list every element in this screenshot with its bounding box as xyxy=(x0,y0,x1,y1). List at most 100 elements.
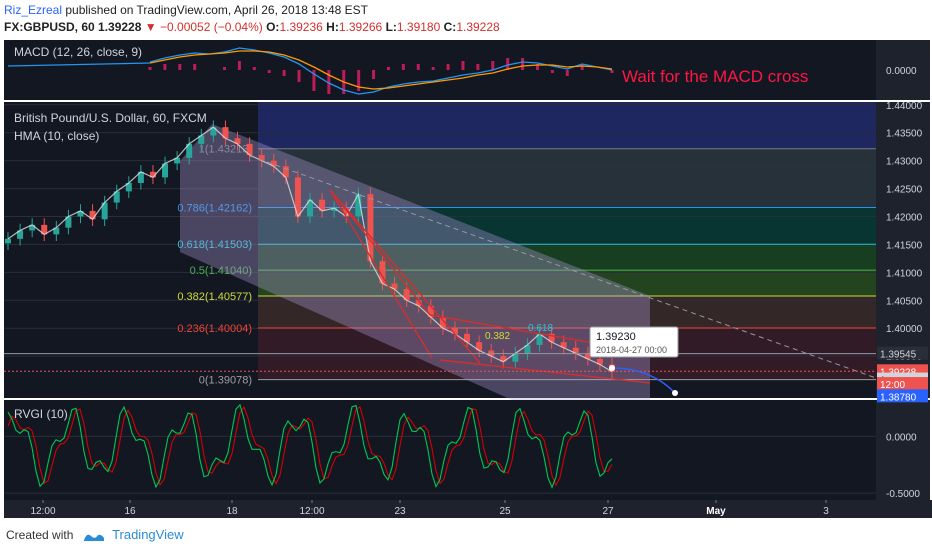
candle-body xyxy=(113,191,120,203)
candle-body xyxy=(186,143,193,158)
trend-line xyxy=(429,314,601,345)
trend-line xyxy=(329,189,433,359)
candle-body xyxy=(536,333,543,345)
fib-zone-3 xyxy=(258,244,876,271)
low-value: 1.39180 xyxy=(396,20,441,34)
rvgi-line xyxy=(7,403,613,489)
price-tick-label: 1.43500 xyxy=(886,129,923,140)
price-tick-label: 1.41500 xyxy=(886,240,923,251)
trend-line xyxy=(329,189,481,364)
candle-body xyxy=(246,143,253,156)
candle-body xyxy=(149,171,156,178)
candle-body xyxy=(65,216,72,228)
candle-body xyxy=(500,356,507,362)
price-tick-label: 1.40000 xyxy=(886,324,923,335)
callout-price: 1.39230 xyxy=(596,331,636,343)
footer: Created with TradingView xyxy=(6,527,184,542)
candle-body xyxy=(524,344,531,354)
rvgi-axis-bg xyxy=(876,400,930,500)
macd-annotation: Wait for the MACD cross xyxy=(622,67,808,86)
open-label: O: xyxy=(266,20,280,34)
candle-body xyxy=(53,227,60,235)
author-link[interactable]: Riz_Ezreal xyxy=(4,3,63,17)
candle-body xyxy=(137,171,144,183)
candle-body xyxy=(17,230,24,239)
time-tick-label: 23 xyxy=(394,506,406,517)
tradingview-logo-icon xyxy=(83,534,104,541)
fib-label: 0.236(1.40004) xyxy=(177,323,252,335)
candle-body xyxy=(415,300,422,306)
candle-body xyxy=(77,210,84,217)
fib-zone-4 xyxy=(258,270,876,296)
candle-body xyxy=(319,199,326,211)
candle-body xyxy=(596,358,603,365)
fib-zone-0 xyxy=(258,102,876,149)
open-value: 1.39236 xyxy=(279,20,323,34)
candle-body xyxy=(41,224,48,235)
chart-canvas[interactable]: 1(1.43213) 0.786(1.42162) 0.618(1.41503) 0.… xyxy=(0,38,932,520)
time-tick-label: 12:00 xyxy=(299,506,324,517)
axis-price-tag xyxy=(877,389,928,403)
time-tick-label: 25 xyxy=(499,506,511,517)
candle-body xyxy=(403,289,410,301)
candle-body xyxy=(234,138,241,144)
axis-price-text: 1.38780 xyxy=(880,392,917,403)
candle-body xyxy=(89,210,96,220)
candle-body xyxy=(572,347,579,354)
rvgi-tick-label: 0.0000 xyxy=(886,432,917,443)
macd-series-line xyxy=(149,47,613,95)
time-tick-label: May xyxy=(706,506,726,517)
time-axis-bg xyxy=(4,500,932,518)
candle-body xyxy=(548,333,555,343)
candle-body xyxy=(5,238,11,244)
time-tick-label: 18 xyxy=(226,506,238,517)
macd-panel-title: MACD (12, 26, close, 9) xyxy=(14,45,142,59)
axis-price-text: 1.39545 xyxy=(880,350,917,361)
candle-body xyxy=(355,194,362,217)
time-tick-label: 3 xyxy=(823,506,829,517)
candle-body xyxy=(560,342,567,348)
price-callout: 1.39230 2018-04-27 00:00 xyxy=(589,326,679,358)
close-value: 1.39228 xyxy=(456,20,500,34)
price-tick-label: 1.42500 xyxy=(886,185,923,196)
macd-series-line xyxy=(149,50,613,90)
candle-body xyxy=(162,163,169,178)
callout-time: 2018-04-27 00:00 xyxy=(596,345,667,355)
fib-label: 0(1.39078) xyxy=(199,375,252,387)
candle-body xyxy=(222,127,229,139)
candle-body xyxy=(464,333,471,343)
candle-body xyxy=(198,135,205,144)
candle-body xyxy=(174,157,181,164)
close-label: C: xyxy=(443,20,457,34)
price-tick-label: 1.41000 xyxy=(886,268,923,279)
axis-price-tag xyxy=(877,377,928,391)
hma-indicator-title: HMA (10, close) xyxy=(14,129,99,143)
candle-body xyxy=(439,317,446,329)
candle-body xyxy=(476,342,483,351)
high-value: 1.39266 xyxy=(338,20,383,34)
price-tick-label: 1.42000 xyxy=(886,212,923,223)
change-value: −0.00052 (−0.04%) xyxy=(160,20,263,34)
last-price: 1.39228 xyxy=(98,20,142,34)
fib-label: 0.786(1.42162) xyxy=(177,202,252,214)
price-tick-label: 1.44000 xyxy=(886,101,923,112)
time-tick-label: 27 xyxy=(602,506,614,517)
macd-tick-label: 0.0000 xyxy=(886,66,917,77)
fib-zone-5 xyxy=(258,295,876,328)
low-label: L: xyxy=(385,20,397,34)
macd-axis-bg xyxy=(876,40,930,100)
tradingview-brand-link[interactable]: TradingView xyxy=(112,527,184,542)
candle-body xyxy=(282,166,289,178)
candle-body xyxy=(210,127,217,136)
fib-label: 0.382(1.40577) xyxy=(177,291,252,303)
price-tick-label: 1.43000 xyxy=(886,157,923,168)
down-arrow-icon: ▼ xyxy=(144,20,157,34)
macd-series-line xyxy=(7,62,151,67)
projection-arrow xyxy=(611,367,675,393)
candle-body xyxy=(331,208,338,211)
price-panel-title: British Pound/U.S. Dollar, 60, FXCM xyxy=(14,111,207,125)
time-tick-label: 16 xyxy=(124,506,136,517)
axis-price-text: 12:00 xyxy=(880,380,905,391)
candle-body xyxy=(451,328,458,334)
fib-label: 0.618(1.41503) xyxy=(177,239,252,251)
